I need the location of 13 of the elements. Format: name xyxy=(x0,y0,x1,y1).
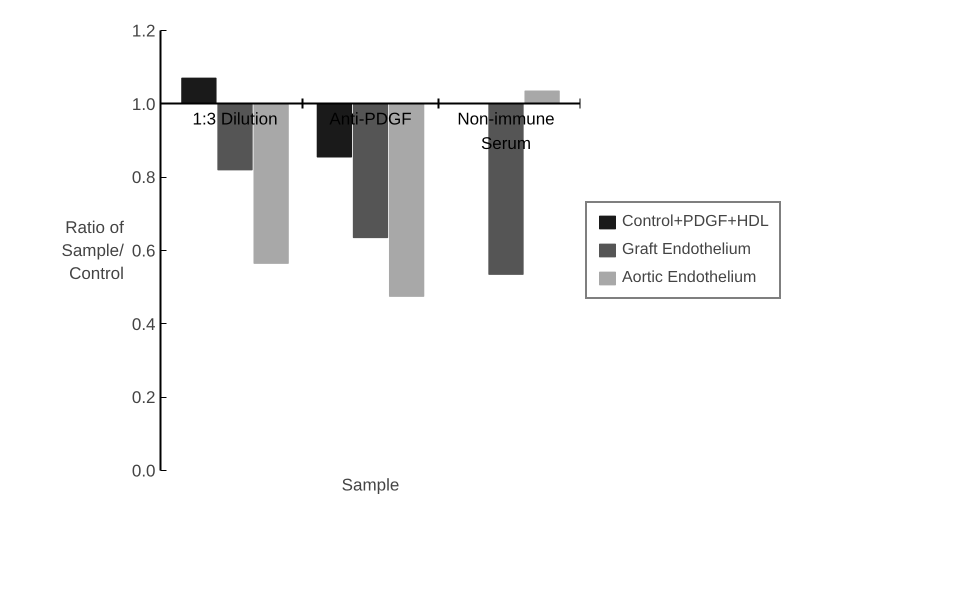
y-tick-label: 0.4 xyxy=(132,314,156,334)
legend-label: Graft Endothelium xyxy=(622,241,751,259)
legend-label: Aortic Endothelium xyxy=(622,269,756,287)
y-axis-title: Ratio of Sample/ Control xyxy=(62,218,124,283)
y-tick-label: 0.6 xyxy=(132,242,156,260)
bar xyxy=(181,78,217,104)
y-tick-label: 0.2 xyxy=(132,388,156,408)
legend-label: Control+PDGF+HDL xyxy=(622,213,769,231)
y-tick-label: 0.8 xyxy=(132,168,156,188)
y-tick-label: 1.0 xyxy=(132,94,156,114)
y-tick-label: 1.2 xyxy=(132,22,156,40)
x-axis-title: Sample xyxy=(342,476,400,494)
y-tick-label: 0.0 xyxy=(132,462,156,480)
